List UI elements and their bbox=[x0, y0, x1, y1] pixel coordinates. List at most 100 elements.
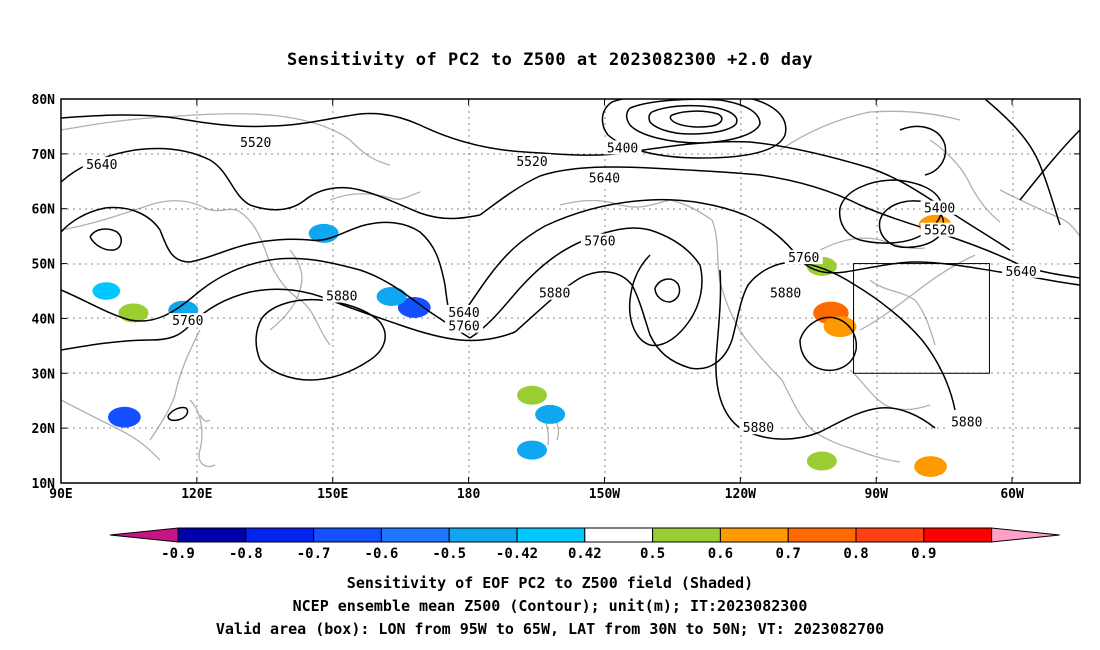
contour-label-15: 5640 bbox=[1005, 265, 1036, 280]
contour-label-9: 5880 bbox=[770, 287, 801, 302]
colorbar-label-11: 0.9 bbox=[911, 546, 936, 562]
sensitivity-blob-1 bbox=[397, 297, 431, 318]
colorbar-label-2: -0.7 bbox=[297, 546, 331, 562]
lon-label-6: 90W bbox=[864, 487, 888, 502]
contour-label-0: 5520 bbox=[240, 136, 271, 151]
contour-label-12: 5760 bbox=[172, 314, 203, 329]
colorbar-label-6: 0.42 bbox=[568, 546, 602, 562]
contour-label-bg-2 bbox=[513, 154, 552, 169]
contour-label-bg-12 bbox=[168, 313, 207, 328]
sensitivity-blob-4 bbox=[108, 406, 141, 428]
sensitivity-blob-15 bbox=[517, 385, 548, 405]
sensitivity-blob-9 bbox=[823, 316, 857, 338]
colorbar-label-0: -0.9 bbox=[161, 546, 195, 562]
z500-contours bbox=[61, 99, 1080, 440]
colorbar-segment-10 bbox=[855, 527, 925, 543]
lat-label-0: 80N bbox=[32, 93, 56, 108]
colorbar: -0.9 -0.8 -0.7 -0.6 -0.5 -0.42 0.42 0.5 0.6 0.7 0.… bbox=[109, 527, 1060, 562]
contour-label-5: 5760 bbox=[584, 235, 615, 250]
colorbar-segment-9 bbox=[787, 527, 857, 543]
lon-gridlines bbox=[196, 99, 1014, 483]
lat-label-7: 10N bbox=[32, 477, 56, 492]
contour-label-14: 5520 bbox=[924, 224, 955, 239]
caption-line-3: Valid area (box): LON from 95W to 65W, L… bbox=[215, 620, 885, 638]
coastlines bbox=[61, 110, 1080, 468]
lat-label-2: 60N bbox=[32, 203, 56, 218]
colorbar-high-extend bbox=[991, 527, 1060, 543]
contour-label-7: 5880 bbox=[326, 289, 357, 304]
colorbar-label-5: -0.42 bbox=[496, 546, 538, 562]
colorbar-segment-2 bbox=[313, 527, 382, 543]
lon-label-3: 180 bbox=[457, 487, 481, 502]
sensitivity-blob-5 bbox=[92, 282, 121, 300]
sensitivity-blob-2 bbox=[376, 286, 407, 306]
lat-label-1: 70N bbox=[32, 148, 56, 163]
contour-label-11: 5760 bbox=[448, 320, 479, 335]
lat-label-5: 30N bbox=[32, 367, 56, 382]
lon-label-1: 120E bbox=[181, 487, 212, 502]
lon-label-4: 150W bbox=[589, 487, 620, 502]
colorbar-label-8: 0.6 bbox=[708, 546, 733, 562]
lon-label-2: 150E bbox=[317, 487, 348, 502]
colorbar-segment-3 bbox=[380, 527, 450, 543]
sensitivity-blob-6 bbox=[535, 404, 566, 424]
colorbar-segment-8 bbox=[719, 527, 789, 543]
colorbar-label-1: -0.8 bbox=[229, 546, 263, 562]
colorbar-segment-6 bbox=[584, 527, 654, 543]
latitude-labels: 80N 70N 60N 50N 40N 30N 20N 10N bbox=[32, 93, 1080, 492]
contour-label-bg-5 bbox=[580, 233, 619, 248]
sensitivity-blob-13 bbox=[806, 451, 837, 471]
sensitivity-blob-14 bbox=[118, 303, 149, 323]
sensitivity-blob-7 bbox=[517, 440, 548, 460]
caption-line-2: NCEP ensemble mean Z500 (Contour); unit(… bbox=[292, 597, 808, 615]
contour-label-bg-1 bbox=[82, 156, 121, 171]
contour-label-bg-14 bbox=[920, 222, 959, 237]
lat-label-4: 40N bbox=[32, 312, 56, 327]
contour-label-bg-13 bbox=[920, 200, 959, 215]
lon-label-7: 60W bbox=[1000, 487, 1024, 502]
colorbar-segment-11 bbox=[923, 527, 993, 543]
longitude-labels: 90E 120E 150E 180 150W 120W 90W 60W bbox=[49, 99, 1024, 502]
colorbar-segment-0 bbox=[177, 527, 247, 543]
lon-label-0: 90E bbox=[49, 487, 72, 502]
contour-label-bg-6 bbox=[784, 250, 823, 265]
contour-label-bg-11 bbox=[445, 318, 484, 333]
contour-label-8: 5880 bbox=[539, 287, 570, 302]
lat-label-3: 50N bbox=[32, 258, 56, 273]
lat-gridlines bbox=[61, 153, 1080, 429]
contour-label-bg-15 bbox=[1002, 263, 1041, 278]
lon-label-5: 120W bbox=[725, 487, 756, 502]
colorbar-label-9: 0.7 bbox=[776, 546, 801, 562]
colorbar-segment-7 bbox=[652, 527, 721, 543]
contour-label-6: 5760 bbox=[788, 251, 819, 266]
contour-label-bg-8 bbox=[535, 285, 574, 300]
contour-label-bg-10 bbox=[445, 304, 484, 319]
contour-label-4: 5640 bbox=[589, 172, 620, 187]
sensitivity-blob-12 bbox=[914, 456, 947, 477]
valid-area-box bbox=[853, 263, 990, 374]
contour-label-bg-3 bbox=[603, 140, 642, 155]
colorbar-low-extend bbox=[109, 527, 179, 543]
contour-label-16: 5880 bbox=[743, 421, 774, 436]
map-frame bbox=[60, 98, 1081, 484]
lat-label-6: 20N bbox=[32, 422, 56, 437]
colorbar-label-10: 0.8 bbox=[843, 546, 868, 562]
caption-line-1: Sensitivity of EOF PC2 to Z500 field (Sh… bbox=[346, 574, 754, 592]
colorbar-label-7: 0.5 bbox=[640, 546, 665, 562]
colorbar-label-4: -0.5 bbox=[432, 546, 466, 562]
colorbar-label-3: -0.6 bbox=[365, 546, 399, 562]
contour-label-13: 5400 bbox=[924, 202, 955, 217]
contour-label-bg-0 bbox=[236, 134, 275, 149]
contour-label-bg-16 bbox=[739, 420, 778, 435]
contour-label-10: 5640 bbox=[448, 306, 479, 321]
contour-label-2: 5520 bbox=[516, 155, 547, 170]
chart-title: Sensitivity of PC2 to Z500 at 2023082300… bbox=[286, 50, 813, 70]
contour-label-17: 5880 bbox=[951, 416, 982, 431]
colorbar-segment-4 bbox=[448, 527, 518, 543]
colorbar-segment-1 bbox=[245, 527, 315, 543]
contour-label-3: 5400 bbox=[607, 141, 638, 156]
contour-label-bg-9 bbox=[766, 285, 805, 300]
contour-label-bg-17 bbox=[947, 414, 986, 429]
